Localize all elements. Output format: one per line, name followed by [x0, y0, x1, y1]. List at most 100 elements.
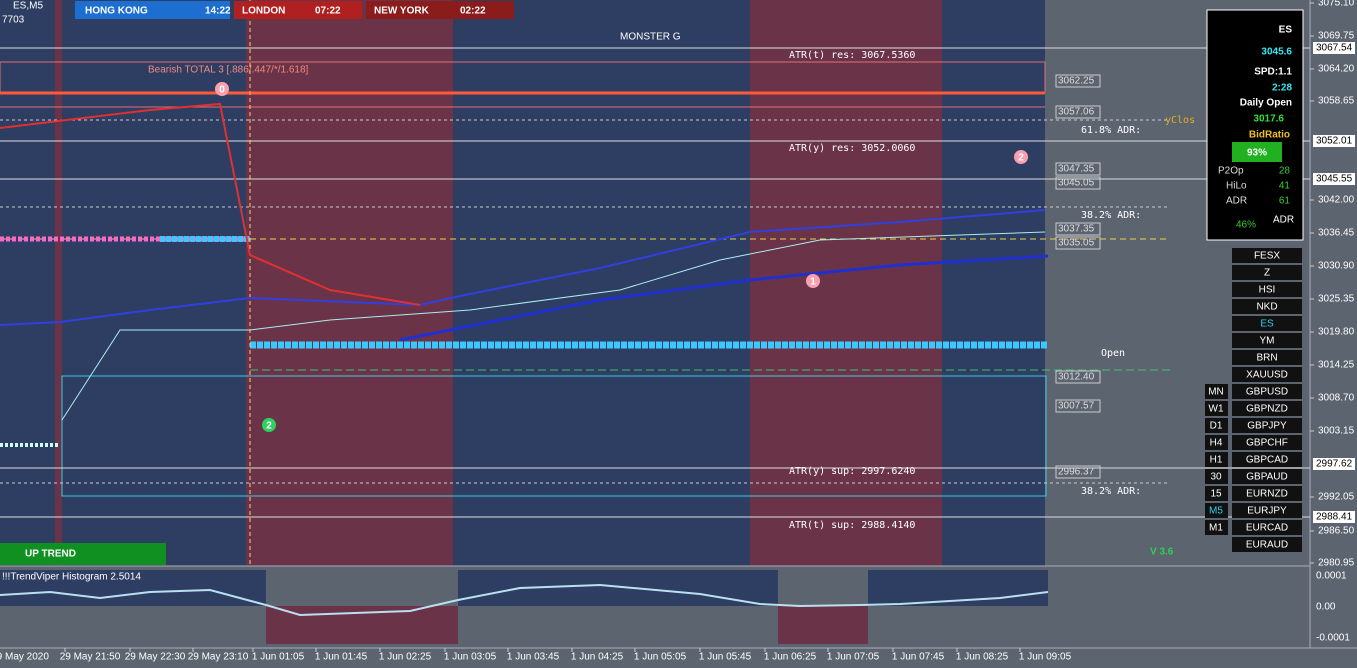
symbol-button[interactable] — [1232, 537, 1302, 552]
symbol-label: ES — [1260, 319, 1274, 330]
time-label: 1 Jun 07:05 — [827, 652, 880, 663]
timeframe-button[interactable] — [1205, 469, 1228, 484]
symbol-button[interactable] — [1232, 469, 1302, 484]
price-label: 2980.95 — [1318, 558, 1355, 569]
level-box-label: 2996.37 — [1058, 467, 1095, 478]
symbol-label: XAUUSD — [1246, 370, 1288, 381]
timeframe-label: H4 — [1210, 438, 1223, 449]
time-label: 1 Jun 08:25 — [956, 652, 1009, 663]
trend-box — [0, 543, 166, 565]
level-box-label: 3057.06 — [1058, 107, 1095, 118]
price-label: 3064.20 — [1318, 64, 1355, 75]
time-label: 29 May 22:30 — [125, 652, 186, 663]
symbol-button[interactable] — [1232, 435, 1302, 450]
symbol-button[interactable] — [1232, 418, 1302, 433]
price-tag — [1313, 458, 1355, 470]
symbol-label: GBPUSD — [1246, 387, 1288, 398]
price-tag-label: 3045.55 — [1316, 174, 1353, 185]
marker-label: 2 — [266, 421, 272, 432]
symbol-label: EURNZD — [1246, 489, 1288, 500]
symbol-button[interactable] — [1232, 401, 1302, 416]
level-box-label: 3037.35 — [1058, 224, 1095, 235]
symbol-label: GBPNZD — [1246, 404, 1288, 415]
price-tag — [1313, 42, 1355, 54]
bg-session — [55, 0, 62, 566]
symbol-button[interactable] — [1232, 520, 1302, 535]
symbol-button[interactable] — [1232, 265, 1302, 280]
session-label: HONG KONG — [85, 6, 148, 17]
symbol-button[interactable] — [1232, 299, 1302, 314]
price-tag-label: 2988.41 — [1316, 512, 1353, 523]
level-box-label: 3062.25 — [1058, 76, 1095, 87]
moving-average — [399, 254, 1049, 342]
symbol-label: NKD — [1256, 302, 1277, 313]
session-time: 02:22 — [460, 6, 486, 17]
symbol-button[interactable] — [1232, 248, 1302, 263]
bg-session — [246, 0, 453, 566]
price-label: 3008.70 — [1318, 393, 1355, 404]
price-label: 3019.80 — [1318, 327, 1355, 338]
level-label: ATR(y) res: 3052.0060 — [789, 143, 915, 154]
symbol-button[interactable] — [1232, 316, 1302, 331]
level-box-label: 3047.35 — [1058, 164, 1095, 175]
symbol-button[interactable] — [1232, 486, 1302, 501]
symbol-button[interactable] — [1232, 333, 1302, 348]
timeframe-label: MN — [1208, 387, 1224, 398]
stat-label: ADR — [1226, 196, 1247, 207]
level-box — [1055, 74, 1101, 88]
trail-line — [61, 231, 1046, 421]
timeframe-button[interactable] — [1205, 486, 1228, 501]
symbol-label: GBPCAD — [1246, 455, 1288, 466]
price-label: 3014.25 — [1318, 360, 1355, 371]
timeframe-button[interactable] — [1205, 384, 1228, 399]
marker — [806, 274, 820, 288]
session-box — [366, 1, 514, 19]
price-label: 3030.90 — [1318, 261, 1355, 272]
level-box — [1055, 465, 1101, 479]
timeframe-label: M1 — [1209, 523, 1223, 534]
time-label: 1 Jun 07:45 — [892, 652, 945, 663]
level-box — [1055, 176, 1101, 190]
timeframe-button[interactable] — [1205, 503, 1228, 518]
price-label: 3069.75 — [1318, 31, 1355, 42]
symbol-label: GBPAUD — [1246, 472, 1288, 483]
symbol-label: Z — [1264, 268, 1270, 279]
timeframe-button[interactable] — [1205, 418, 1228, 433]
level-box — [1055, 370, 1101, 384]
session-time: 14:22 — [205, 6, 231, 17]
marker — [1014, 150, 1028, 164]
symbol-button[interactable] — [1232, 367, 1302, 382]
symbol-label: YM — [1260, 336, 1275, 347]
hist-zone — [778, 606, 868, 644]
account-id: 7703 — [2, 15, 25, 26]
stat-value: 41 — [1279, 181, 1291, 192]
symbol-button[interactable] — [1232, 384, 1302, 399]
price-tag-label: 2997.62 — [1316, 459, 1353, 470]
timeframe-button[interactable] — [1205, 435, 1228, 450]
timeframe-label: 30 — [1210, 472, 1222, 483]
moving-average — [0, 209, 1046, 326]
symbol-button[interactable] — [1232, 452, 1302, 467]
timeframe-button[interactable] — [1205, 452, 1228, 467]
session-label: LONDON — [242, 6, 285, 17]
symbol-button[interactable] — [1232, 282, 1302, 297]
symbol: ES,M5 — [13, 1, 43, 12]
timeframe-button[interactable] — [1205, 520, 1228, 535]
panel-timer: 2:28 — [1272, 83, 1292, 94]
symbol-button[interactable] — [1232, 350, 1302, 365]
price-label: 3075.10 — [1318, 0, 1355, 9]
symbol-label: GBPCHF — [1246, 438, 1288, 449]
panel-bidratio: 93% — [1247, 148, 1267, 159]
timeframe-label: D1 — [1210, 421, 1223, 432]
time-label: 1 Jun 05:45 — [699, 652, 752, 663]
marker-label: 0 — [219, 85, 225, 96]
stat-label: HiLo — [1226, 181, 1247, 192]
level-box — [1055, 105, 1101, 119]
symbol-button[interactable] — [1232, 503, 1302, 518]
level-label: 38.2% ADR: — [1081, 210, 1141, 221]
timeframe-button[interactable] — [1205, 401, 1228, 416]
time-label: 1 Jun 05:05 — [634, 652, 687, 663]
price-label: 3042.00 — [1318, 195, 1355, 206]
